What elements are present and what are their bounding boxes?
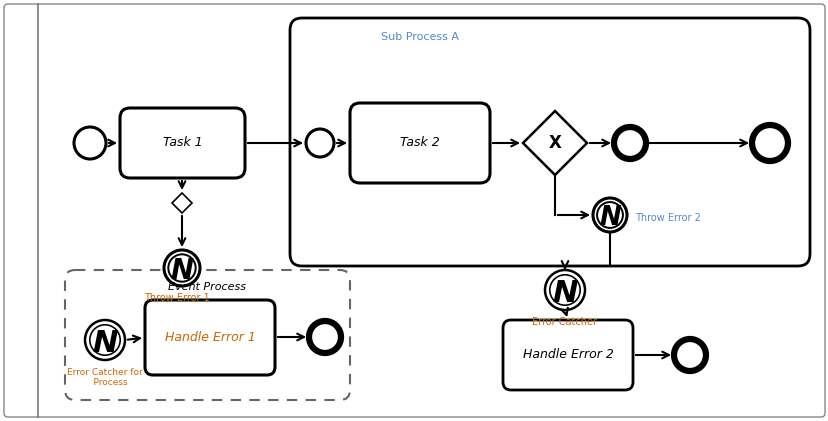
Circle shape xyxy=(309,321,340,353)
Text: Error Catcher for
    Process: Error Catcher for Process xyxy=(67,368,142,387)
Circle shape xyxy=(168,254,195,282)
Text: N: N xyxy=(599,205,620,231)
Text: N: N xyxy=(92,328,118,357)
Circle shape xyxy=(592,198,626,232)
FancyBboxPatch shape xyxy=(290,18,809,266)
Text: Event Process: Event Process xyxy=(168,282,246,292)
FancyBboxPatch shape xyxy=(120,108,245,178)
Circle shape xyxy=(549,275,580,305)
Circle shape xyxy=(673,339,705,371)
Text: Error Catcher: Error Catcher xyxy=(532,317,597,327)
Polygon shape xyxy=(171,193,192,213)
Text: Sub Process A: Sub Process A xyxy=(381,32,459,42)
Circle shape xyxy=(89,325,120,355)
Circle shape xyxy=(74,127,106,159)
Circle shape xyxy=(751,125,787,161)
Circle shape xyxy=(614,127,645,159)
FancyBboxPatch shape xyxy=(503,320,633,390)
Circle shape xyxy=(544,270,585,310)
Text: Task 1: Task 1 xyxy=(162,136,202,149)
Text: Throw Error 1: Throw Error 1 xyxy=(144,293,209,303)
Circle shape xyxy=(306,129,334,157)
Text: Handle Error 2: Handle Error 2 xyxy=(522,349,613,362)
Circle shape xyxy=(596,202,622,228)
Circle shape xyxy=(85,320,125,360)
Polygon shape xyxy=(522,111,586,175)
FancyBboxPatch shape xyxy=(65,270,349,400)
Text: Handle Error 1: Handle Error 1 xyxy=(165,331,255,344)
FancyBboxPatch shape xyxy=(4,4,824,417)
FancyBboxPatch shape xyxy=(349,103,489,183)
Text: Throw Error 2: Throw Error 2 xyxy=(634,213,700,223)
Text: Task 2: Task 2 xyxy=(400,136,440,149)
Text: N: N xyxy=(171,257,193,285)
Circle shape xyxy=(164,250,200,286)
Text: X: X xyxy=(548,134,561,152)
FancyBboxPatch shape xyxy=(145,300,275,375)
Text: N: N xyxy=(551,279,577,307)
